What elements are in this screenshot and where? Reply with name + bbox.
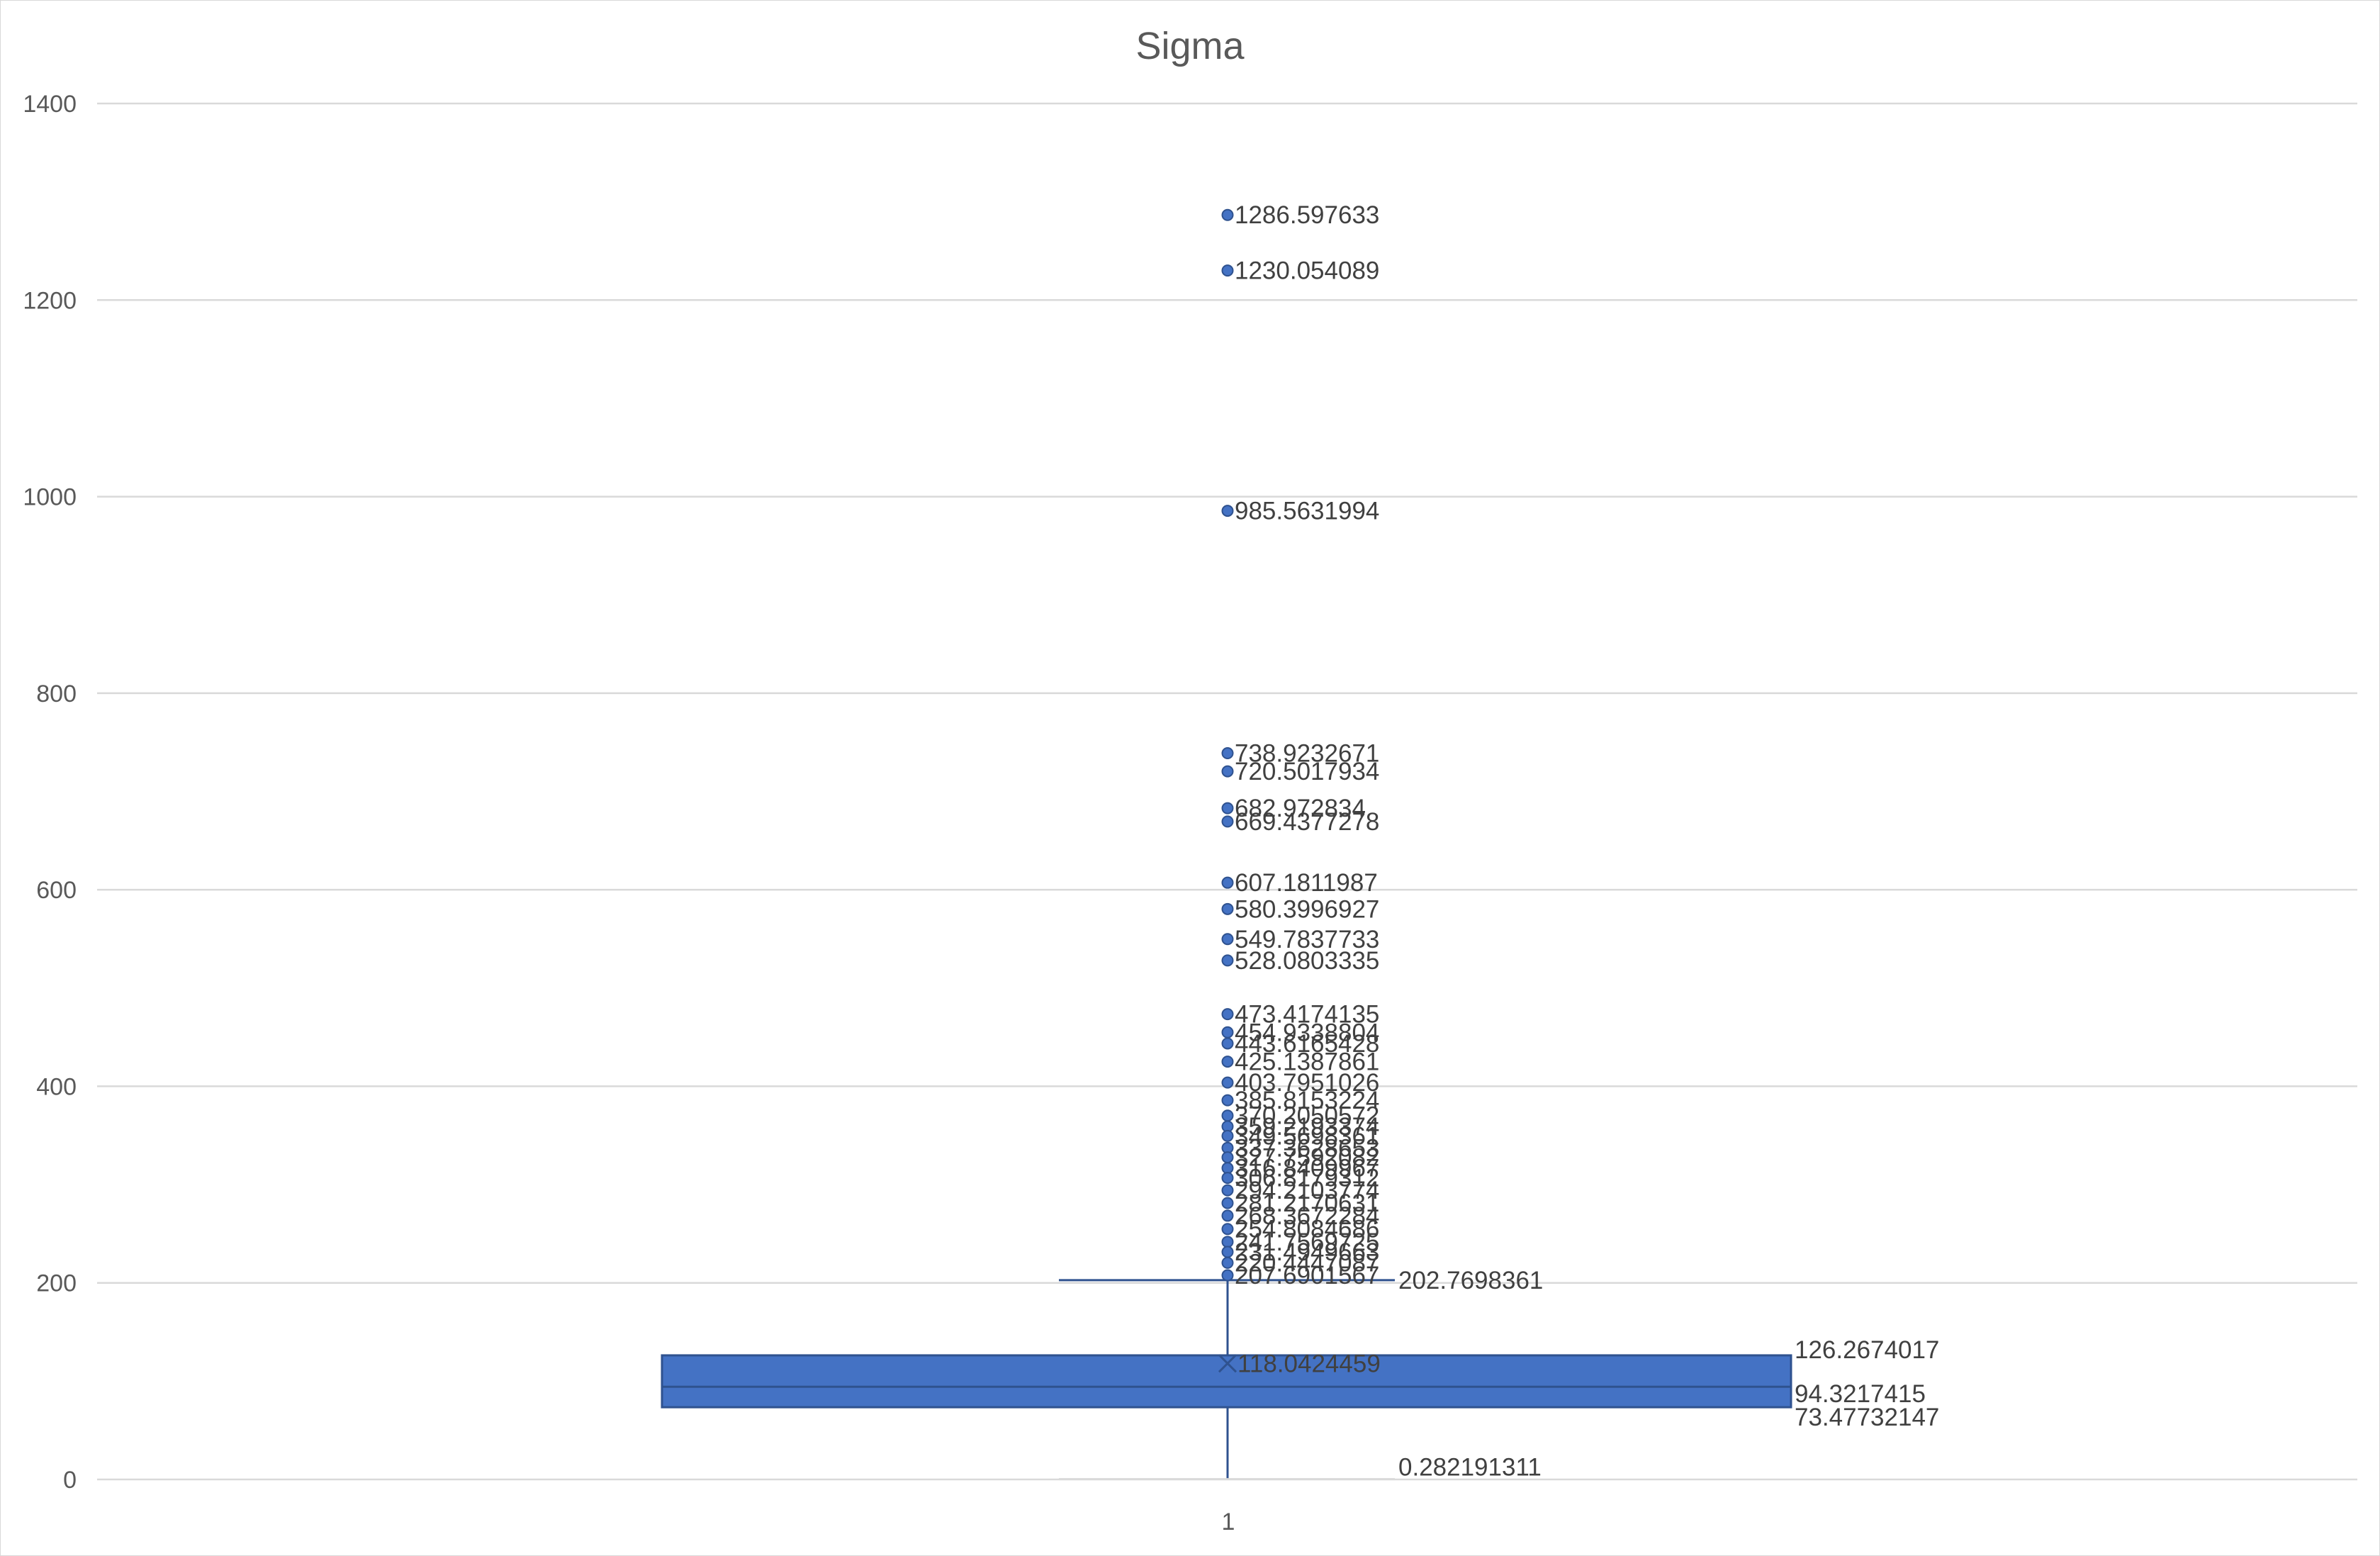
outlier-label: 682.972834 [1235,795,1366,822]
outlier-point [1221,1151,1234,1164]
outlier-label: 316.8409967 [1235,1155,1379,1182]
outlier-label: 454.9338804 [1235,1019,1379,1046]
outlier-label: 607.1811987 [1235,869,1378,897]
outlier-point [1221,933,1234,946]
mean-marker-stroke [1218,1354,1237,1373]
x-axis: 1 [1222,1509,1235,1535]
outlier-label: 425.1387861 [1235,1048,1379,1076]
outlier-point [1221,802,1234,815]
y-tick-label: 200 [36,1270,77,1297]
q3-label: 126.2674017 [1795,1336,1939,1364]
outlier-point [1221,1236,1234,1248]
max-whisker-label: 202.7698361 [1398,1267,1543,1294]
plot-area: 118.0424459 126.2674017 94.321741573.47732… [661,201,1939,1482]
outlier-label: 294.2103774 [1235,1177,1379,1204]
outlier-label: 443.6165428 [1235,1030,1379,1058]
outlier-label: 281.2170631 [1235,1190,1379,1217]
y-axis: 0 200 400 600 800 1000 1200 1400 [23,91,77,1494]
mean-marker [1218,1354,1237,1373]
outlier-label: 473.4174135 [1235,1001,1379,1029]
outlier-point [1221,1162,1234,1175]
outlier-label: 528.0803335 [1235,947,1379,975]
mean-label: 118.0424459 [1237,1350,1381,1377]
outlier-label: 349.5698361 [1235,1122,1379,1150]
outlier-label: 370.2050572 [1235,1102,1379,1130]
gridlines [97,102,2357,1481]
y-tick-label: 400 [36,1073,77,1100]
y-tick-label: 1400 [23,91,77,118]
y-tick-label: 800 [36,681,77,707]
outlier-point [1221,747,1234,760]
median-label: 94.3217415 [1795,1380,1926,1408]
min-whisker-label: 0.282191311 [1398,1454,1542,1482]
outlier-point [1221,1172,1234,1185]
outlier-point [1221,1223,1234,1236]
outlier-point [1221,208,1234,221]
outlier-point [1221,1129,1234,1142]
outlier-point [1221,902,1234,915]
outlier-point [1221,876,1234,889]
outlier-point [1221,1197,1234,1209]
outlier-label: 254.8084686 [1235,1216,1379,1243]
outlier-point [1221,765,1234,778]
outlier-point [1221,1037,1234,1050]
y-tick-label: 1200 [23,287,77,314]
outlier-label: 985.5631994 [1235,498,1379,525]
outlier-label: 720.5017934 [1235,758,1379,785]
outlier-point [1221,1209,1234,1222]
outlier-label: 241.7569725 [1235,1228,1379,1256]
outlier-label: 669.4377278 [1235,808,1379,836]
x-tick-label: 1 [1222,1509,1235,1535]
y-tick-label: 600 [36,877,77,904]
outlier-label: 268.3672284 [1235,1202,1379,1230]
outlier-label: 549.7837733 [1235,926,1379,953]
outlier-point [1221,1109,1234,1122]
outlier-point [1221,1184,1234,1197]
y-tick-label: 1000 [23,484,77,511]
outlier-label: 580.3996927 [1235,895,1379,923]
outlier-label: 1230.054089 [1235,257,1379,285]
y-tick-label: 0 [63,1467,77,1494]
chart-title: Sigma [1135,25,1245,67]
outlier-point [1221,815,1234,828]
outlier-point [1221,1246,1234,1258]
outlier-point [1221,1026,1234,1039]
outlier-point [1221,1076,1234,1089]
outlier-point [1221,954,1234,967]
outlier-label: 738.9232671 [1235,740,1379,768]
outlier-label: 1286.597633 [1235,201,1379,229]
outlier-point [1221,505,1234,517]
outlier-point [1221,1094,1234,1107]
outlier-label: 306.8179312 [1235,1165,1379,1192]
outlier-label: 231.4949663 [1235,1238,1379,1266]
q1-label: 73.47732147 [1795,1404,1939,1431]
outlier-point [1221,1056,1234,1068]
outlier-point [1221,264,1234,277]
outlier-point [1221,1008,1234,1021]
outlier-point [1221,1256,1234,1269]
outlier-label: 359.2193374 [1235,1113,1379,1141]
outlier-label: 207.6901567 [1235,1262,1379,1289]
outlier-label: 385.8153224 [1235,1087,1379,1114]
outlier-point [1221,1269,1234,1282]
outlier-label: 327.7592082 [1235,1144,1379,1172]
outlier-label: 337.3628653 [1235,1134,1379,1162]
outlier-label: 220.4447087 [1235,1249,1379,1277]
outlier-label: 403.7951026 [1235,1069,1379,1097]
